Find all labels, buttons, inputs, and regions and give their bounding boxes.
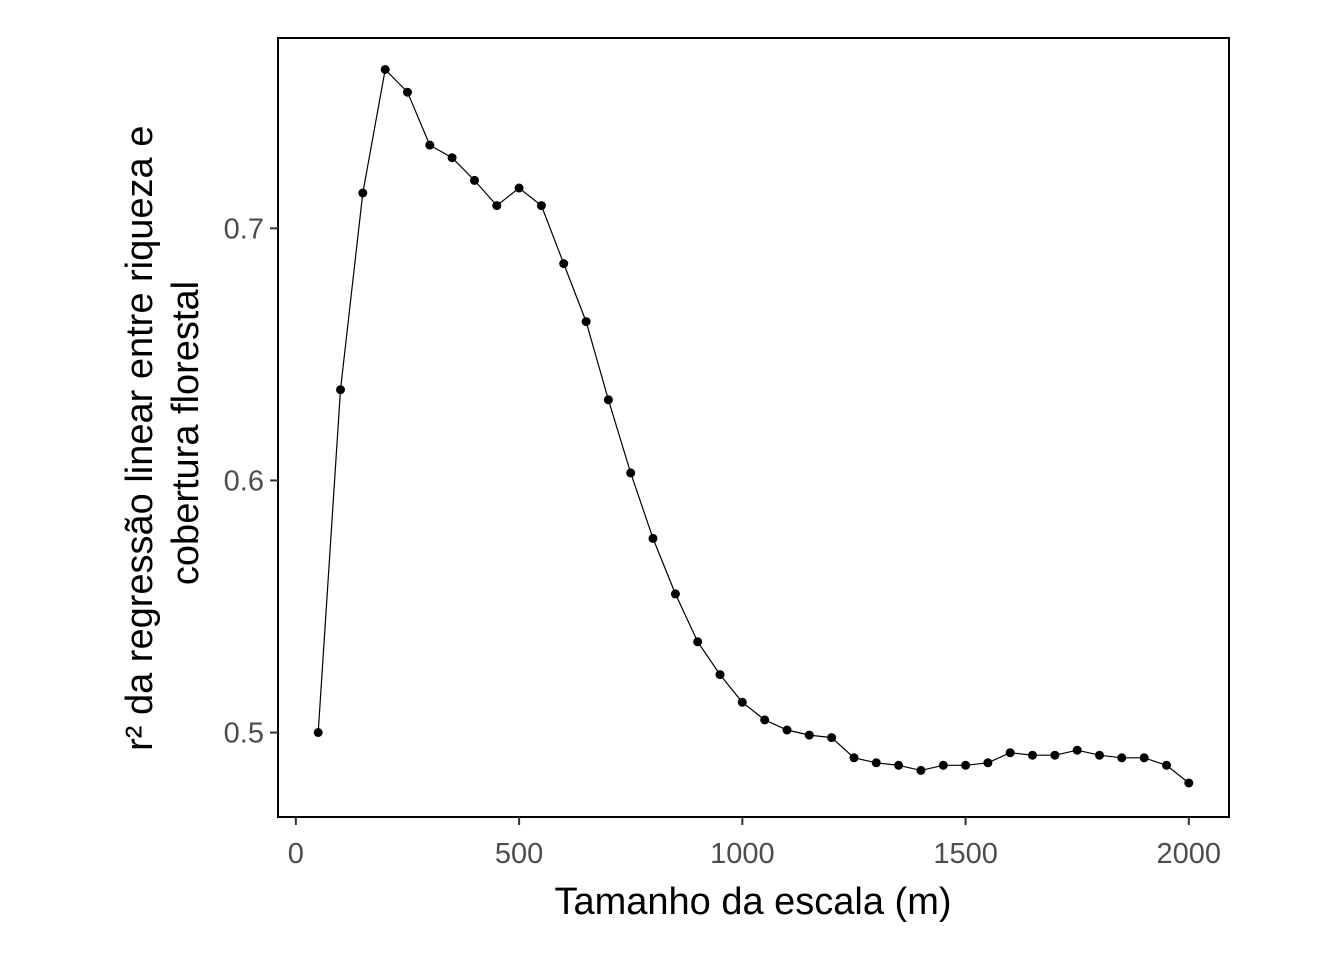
x-tick-label: 2000 (1157, 838, 1222, 870)
y-axis-title-line-1: r² da regressão linear entre riqueza e (119, 126, 161, 751)
data-point (447, 153, 457, 163)
series-points (313, 65, 1194, 788)
data-point (1095, 750, 1104, 760)
y-tick-label: 0.5 (224, 718, 264, 750)
data-point (849, 753, 859, 763)
data-point (403, 87, 412, 97)
data-point (559, 259, 569, 269)
data-point (514, 183, 524, 193)
y-tick-label: 0.7 (224, 213, 264, 245)
x-axis-title: Tamanho da escala (m) (554, 881, 951, 923)
data-point (603, 395, 613, 405)
data-point (581, 317, 591, 327)
data-point (1005, 748, 1015, 758)
data-point (336, 385, 345, 395)
data-point (894, 760, 904, 770)
data-point (782, 725, 792, 735)
data-point (871, 758, 881, 768)
x-axis: 0 500 1000 1500 2000 (288, 817, 1221, 870)
y-axis-title-line-2: cobertura florestal (165, 281, 207, 585)
data-point (1162, 760, 1171, 770)
series-line (317, 68, 1190, 784)
data-point (313, 728, 323, 737)
data-point (938, 760, 948, 770)
data-point (358, 188, 368, 198)
data-point (1184, 778, 1194, 788)
y-axis: 0.5 0.6 0.7 (224, 213, 278, 750)
data-point (1117, 753, 1127, 763)
data-point (425, 140, 435, 150)
data-point (737, 697, 747, 707)
x-tick-label: 1500 (933, 838, 998, 870)
data-point (804, 730, 814, 740)
data-point (380, 65, 390, 74)
data-point (961, 760, 971, 770)
data-point (1072, 745, 1082, 755)
data-point (827, 733, 837, 743)
data-point (1050, 750, 1060, 760)
data-point (470, 175, 479, 185)
data-point (693, 637, 703, 647)
data-point (983, 758, 993, 768)
x-tick-label: 500 (495, 838, 543, 870)
x-tick-label: 0 (288, 838, 304, 870)
y-axis-title: r² da regressão linear entre riqueza e c… (119, 115, 207, 751)
data-point (760, 715, 770, 725)
data-point (715, 670, 725, 680)
data-point (916, 765, 926, 775)
data-point (626, 468, 636, 478)
data-point (670, 589, 680, 599)
y-tick-label: 0.6 (224, 465, 264, 497)
data-point (536, 201, 546, 211)
data-point (1028, 750, 1037, 760)
x-tick-label: 1000 (710, 838, 775, 870)
panel-border (277, 37, 1230, 818)
data-point (648, 533, 658, 543)
data-point (1139, 753, 1149, 763)
data-point (492, 201, 502, 211)
